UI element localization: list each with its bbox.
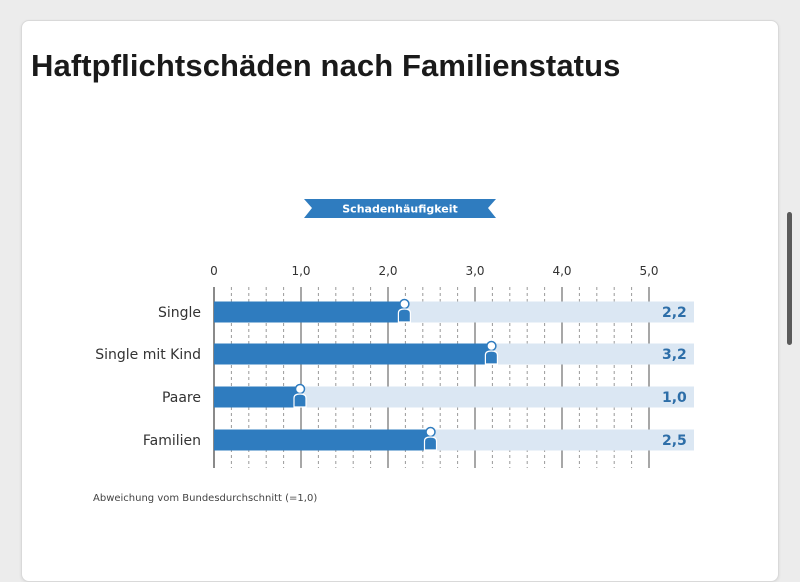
- x-tick-label: 2,0: [378, 264, 397, 278]
- category-labels: Single Single mit Kind Paare Familien: [95, 305, 201, 449]
- bar-track: [214, 386, 694, 408]
- category-label: Single mit Kind: [95, 347, 201, 363]
- value-label: 2,5: [662, 433, 687, 449]
- category-label: Single: [158, 305, 201, 321]
- value-label: 3,2: [662, 347, 687, 363]
- x-tick-label: 1,0: [291, 264, 310, 278]
- value-label: 1,0: [662, 390, 687, 406]
- person-marker-icon: [397, 298, 411, 323]
- category-label: Familien: [143, 433, 201, 449]
- page-title: Haftpflichtschäden nach Familienstatus: [31, 48, 621, 83]
- x-tick-label: 3,0: [465, 264, 484, 278]
- person-marker-icon: [484, 340, 498, 365]
- chart-title: Schadenhäufigkeit: [342, 203, 457, 216]
- x-tick-label: 0: [210, 264, 218, 278]
- person-marker-icon: [293, 383, 307, 408]
- value-labels: 2,2 3,2 1,0 2,5: [662, 305, 687, 449]
- bar: [214, 386, 301, 408]
- banner-shape: [304, 199, 496, 218]
- chart-footnote: Abweichung vom Bundesdurchschnitt (=1,0): [93, 493, 317, 504]
- bar: [214, 343, 493, 365]
- person-marker-head: [399, 298, 410, 310]
- person-marker-head: [294, 383, 306, 395]
- bar: [214, 301, 406, 323]
- value-label: 2,2: [662, 305, 687, 321]
- person-marker-icon: [423, 426, 438, 451]
- person-marker-body: [293, 393, 307, 408]
- x-tick-label: 5,0: [639, 264, 658, 278]
- category-label: Paare: [162, 390, 201, 406]
- person-marker-body: [484, 350, 498, 365]
- x-tick-label: 4,0: [552, 264, 571, 278]
- x-axis-ticks: 0 1,0 2,0 3,0 4,0 5,0: [210, 264, 658, 278]
- person-marker-body: [397, 308, 411, 323]
- person-marker-head: [425, 426, 436, 438]
- bar: [214, 429, 432, 451]
- person-marker-body: [423, 436, 438, 451]
- chart-title-banner: Schadenhäufigkeit: [304, 199, 496, 218]
- bar-chart: Schadenhäufigkeit 0 1,0 2,0 3,0 4,0 5,0 Singl…: [93, 199, 694, 504]
- scrollbar-thumb[interactable]: [787, 212, 792, 345]
- card: [21, 20, 779, 582]
- bars: [214, 298, 694, 451]
- person-marker-head: [486, 340, 497, 352]
